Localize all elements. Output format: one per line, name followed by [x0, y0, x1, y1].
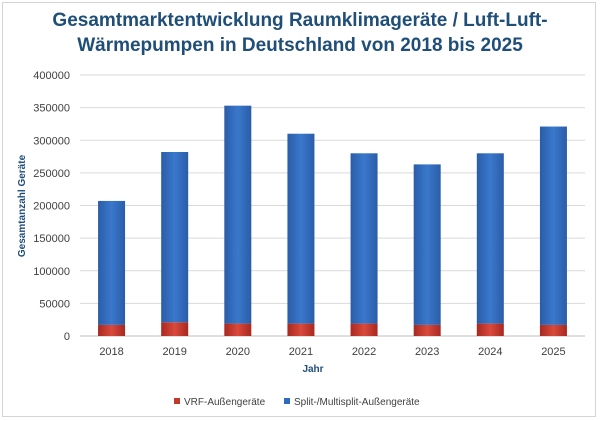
y-tick-label: 150000 [33, 233, 70, 245]
bar-vrf-2021 [287, 323, 315, 336]
bar-vrf-2020 [224, 323, 252, 336]
x-tick-labels: 2018 2019 2020 2021 2022 2023 2024 2025 [99, 346, 565, 358]
bar-vrf-2022 [350, 323, 378, 336]
y-tick-label: 200000 [33, 201, 70, 213]
bar-split-2024 [476, 153, 504, 324]
bar-split-2022 [350, 153, 378, 324]
gridlines [80, 74, 585, 337]
y-tick-label: 250000 [33, 168, 70, 180]
x-tick-label: 2020 [226, 346, 250, 358]
y-tick-label: 50000 [39, 298, 70, 310]
bar-split-2018 [98, 200, 126, 325]
legend-swatch-split [284, 398, 290, 404]
y-tick-label: 100000 [33, 266, 70, 278]
bar-vrf-2019 [161, 322, 189, 336]
x-tick-label: 2019 [162, 346, 186, 358]
bar-split-2019 [161, 151, 189, 323]
y-tick-labels: 0 50000 100000 150000 200000 250000 300000 3500… [33, 70, 70, 343]
bar-split-2021 [287, 133, 315, 324]
bars [98, 105, 567, 336]
y-tick-label: 0 [64, 331, 70, 343]
legend: VRF-Außengeräte Split-/Multisplit-Außenge… [174, 397, 420, 408]
bar-vrf-2018 [98, 324, 126, 336]
x-tick-label: 2025 [541, 346, 565, 358]
bar-split-2025 [539, 126, 567, 325]
bar-vrf-2023 [413, 324, 441, 336]
y-tick-label: 300000 [33, 135, 70, 147]
legend-swatch-vrf [174, 398, 180, 404]
chart-title: Gesamtmarktentwicklung Raumklimageräte /… [0, 8, 600, 58]
legend-label-split: Split-/Multisplit-Außengeräte [294, 397, 420, 408]
chart-title-line2: Wärmepumpen in Deutschland von 2018 bis … [77, 35, 523, 56]
y-tick-label: 350000 [33, 103, 70, 115]
x-tick-label: 2024 [478, 346, 502, 358]
y-axis-title: Gesamtanzahl Geräte [17, 154, 28, 257]
legend-label-vrf: VRF-Außengeräte [184, 397, 266, 408]
x-tick-label: 2022 [352, 346, 376, 358]
bar-split-2023 [413, 164, 441, 325]
y-tick-label: 400000 [33, 70, 70, 82]
x-tick-label: 2023 [415, 346, 439, 358]
x-tick-label: 2018 [99, 346, 123, 358]
bar-vrf-2025 [539, 324, 567, 336]
x-axis-title: Jahr [302, 364, 323, 375]
x-tick-label: 2021 [289, 346, 313, 358]
chart-title-line1: Gesamtmarktentwicklung Raumklimageräte /… [52, 10, 548, 31]
bar-vrf-2024 [476, 323, 504, 336]
bar-split-2020 [224, 105, 252, 324]
